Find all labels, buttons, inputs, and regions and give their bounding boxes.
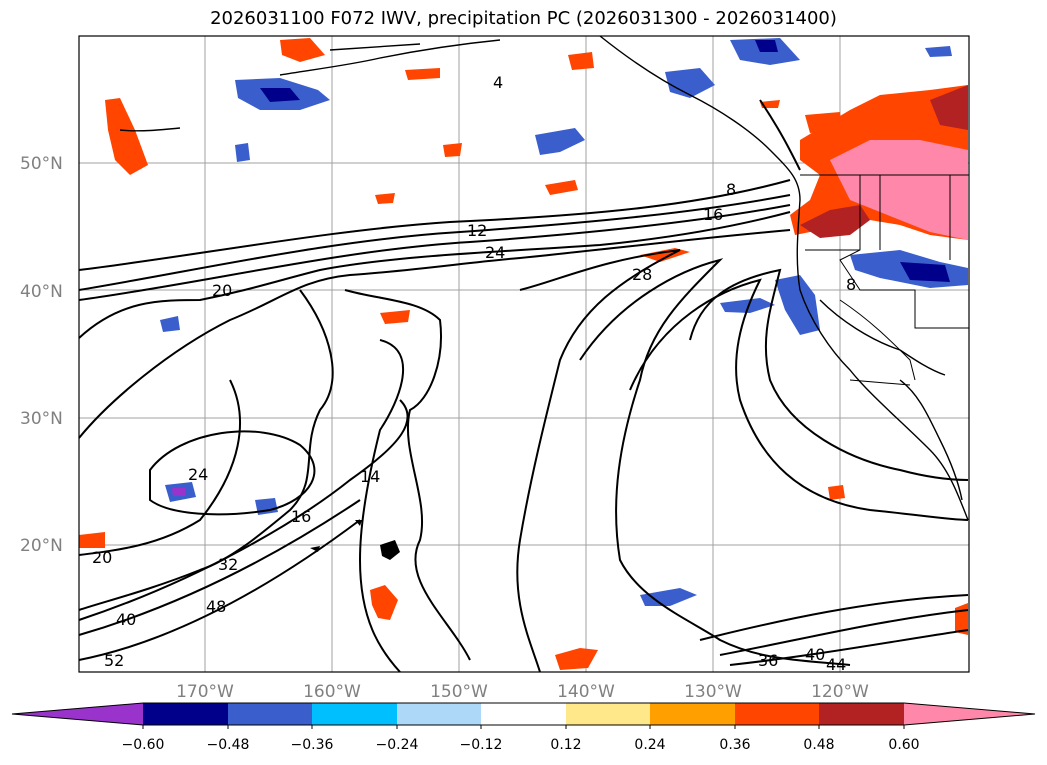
borders bbox=[800, 174, 969, 386]
map-frame bbox=[78, 35, 970, 673]
map-panel: 4 8 12 16 20 24 28 24 14 16 20 32 40 48 … bbox=[78, 35, 970, 674]
contour-label: 40 bbox=[805, 645, 825, 664]
colorbar-tick-label: 0.48 bbox=[803, 737, 834, 753]
precip-positive-areas bbox=[79, 38, 968, 670]
lon-axis-labels: 170°W 160°W 150°W 140°W 130°W 120°W bbox=[176, 682, 869, 702]
lon-label: 170°W bbox=[176, 682, 234, 702]
contour-label: 20 bbox=[212, 281, 232, 300]
contour-label: 8 bbox=[846, 275, 856, 294]
colorbar-extend-high bbox=[904, 703, 1035, 725]
contour-label: 20 bbox=[92, 548, 112, 567]
colorbar-segment bbox=[397, 703, 481, 725]
iwv-contours bbox=[78, 99, 969, 673]
contour-label: 52 bbox=[104, 651, 124, 670]
lat-label: 30°N bbox=[20, 409, 63, 429]
coastlines bbox=[119, 35, 969, 521]
colorbar-tick-label: −0.60 bbox=[122, 737, 165, 753]
contour-label: 28 bbox=[632, 265, 652, 284]
colorbar-tick-label: 0.12 bbox=[550, 737, 581, 753]
contour-label: 24 bbox=[188, 465, 208, 484]
colorbar-tick-label: −0.12 bbox=[460, 737, 503, 753]
lon-label: 150°W bbox=[430, 682, 488, 702]
contour-label: 4 bbox=[493, 73, 503, 92]
colorbar-tick-label: −0.36 bbox=[291, 737, 334, 753]
lat-label: 50°N bbox=[20, 154, 63, 174]
colorbar-segment bbox=[143, 703, 228, 725]
colorbar-tick-label: −0.24 bbox=[376, 737, 419, 753]
contour-label: 16 bbox=[703, 205, 723, 224]
colorbar-segment bbox=[481, 703, 566, 725]
colorbar-tick-label: 0.60 bbox=[888, 737, 919, 753]
contour-label: 24 bbox=[485, 243, 505, 262]
colorbar-segment bbox=[735, 703, 819, 725]
lat-label: 40°N bbox=[20, 282, 63, 302]
contour-label: 48 bbox=[206, 597, 226, 616]
hawaii-islands bbox=[310, 520, 400, 560]
colorbar-tick-label: 0.36 bbox=[719, 737, 750, 753]
colorbar-tick-label: −0.48 bbox=[207, 737, 250, 753]
colorbar-extend-low bbox=[12, 703, 143, 725]
contour-label: 14 bbox=[360, 467, 380, 486]
map-title: 2026031100 F072 IWV, precipitation PC (2… bbox=[210, 8, 837, 29]
colorbar-tick-label: 0.24 bbox=[634, 737, 665, 753]
lat-axis-labels: 50°N 40°N 30°N 20°N bbox=[20, 154, 63, 556]
lon-label: 140°W bbox=[557, 682, 615, 702]
colorbar-segment bbox=[566, 703, 650, 725]
colorbar-segment bbox=[312, 703, 397, 725]
contour-label: 40 bbox=[116, 610, 136, 629]
colorbar bbox=[11, 702, 1036, 729]
contour-label: 44 bbox=[826, 655, 846, 674]
colorbar-segment bbox=[228, 703, 312, 725]
contour-label: 12 bbox=[467, 221, 487, 240]
lon-label: 120°W bbox=[811, 682, 869, 702]
contour-label: 8 bbox=[726, 180, 736, 199]
colorbar-ticks: −0.60 −0.48 −0.36 −0.24 −0.12 0.12 0.24 … bbox=[122, 737, 920, 753]
colorbar-segment bbox=[650, 703, 735, 725]
contour-label: 16 bbox=[291, 507, 311, 526]
contour-label-group: 4 8 12 16 20 24 28 24 14 16 20 32 40 48 … bbox=[92, 73, 856, 674]
lon-label: 160°W bbox=[303, 682, 361, 702]
contour-label: 32 bbox=[218, 555, 238, 574]
lon-label: 130°W bbox=[684, 682, 742, 702]
contour-label: 36 bbox=[758, 651, 778, 670]
lat-label: 20°N bbox=[20, 536, 63, 556]
colorbar-segment bbox=[819, 703, 904, 725]
precip-negative-areas bbox=[160, 38, 968, 606]
